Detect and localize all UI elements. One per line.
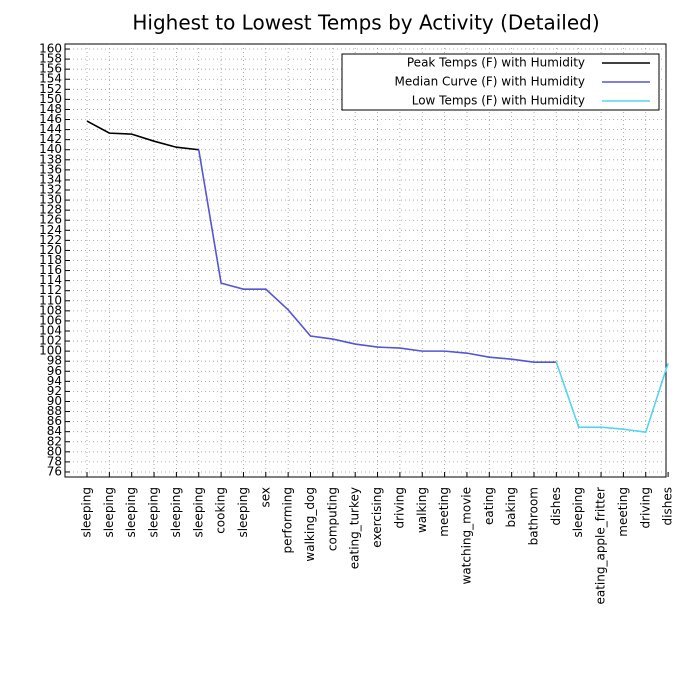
x-tick-label: cooking (214, 487, 228, 534)
y-tick-label: 76 (47, 464, 62, 478)
y-tick-label: 140 (39, 142, 62, 156)
x-tick-label: sleeping (191, 487, 205, 538)
x-tick-label: meeting (616, 487, 630, 537)
series-line (86, 120, 199, 151)
x-tick-label: exercising (370, 487, 384, 548)
x-tick-label: sex (258, 487, 272, 508)
y-tick-label: 112 (39, 283, 62, 297)
y-tick-label: 156 (39, 62, 62, 76)
y-tick-label: 116 (39, 263, 62, 277)
y-tick-label: 146 (39, 112, 62, 126)
x-tick-label: driving (392, 487, 406, 529)
y-tick-label: 142 (39, 132, 62, 146)
y-tick-label: 90 (47, 394, 62, 408)
y-tick-label: 152 (39, 82, 62, 96)
x-tick-label: sleeping (147, 487, 161, 538)
x-tick-label: dishes (661, 487, 675, 525)
x-tick-label: driving (638, 487, 652, 529)
y-tick-label: 108 (39, 303, 62, 317)
y-tick-label: 100 (39, 344, 62, 358)
y-tick-label: 78 (47, 454, 62, 468)
x-tick-label: sleeping (236, 487, 250, 538)
y-tick-label: 158 (39, 52, 62, 66)
series-line (197, 149, 557, 364)
y-tick-label: 82 (47, 434, 62, 448)
y-tick-label: 136 (39, 162, 62, 176)
x-tick-label: performing (281, 487, 295, 553)
x-tick-label: walking (415, 487, 429, 533)
y-tick-label: 120 (39, 243, 62, 257)
legend-label: Peak Temps (F) with Humidity (407, 56, 585, 70)
x-tick-label: computing (325, 487, 339, 551)
x-tick-label: sleeping (571, 487, 585, 538)
series-line (555, 361, 669, 434)
y-tick-label: 126 (39, 213, 62, 227)
x-tick-label: sleeping (169, 487, 183, 538)
x-tick-label: meeting (437, 487, 451, 537)
x-tick-label: sleeping (80, 487, 94, 538)
x-tick-label: watching_movie (459, 487, 473, 584)
x-tick-label: walking_dog (303, 487, 317, 562)
y-tick-label: 114 (39, 273, 62, 287)
x-tick-label: sleeping (124, 487, 138, 538)
y-tick-label: 80 (47, 444, 62, 458)
y-tick-label: 92 (47, 384, 62, 398)
y-tick-label: 124 (39, 223, 62, 237)
chart-title: Highest to Lowest Temps by Activity (Det… (132, 11, 599, 35)
y-tick-label: 94 (47, 374, 62, 388)
y-tick-label: 154 (39, 72, 62, 86)
y-tick-label: 144 (39, 122, 62, 136)
y-tick-label: 106 (39, 313, 62, 327)
legend-label: Low Temps (F) with Humidity (412, 94, 585, 108)
y-tick-label: 134 (39, 172, 62, 186)
x-tick-label: baking (504, 487, 518, 527)
y-tick-label: 118 (39, 253, 62, 267)
y-tick-label: 102 (39, 334, 62, 348)
y-tick-label: 132 (39, 183, 62, 197)
y-tick-label: 130 (39, 193, 62, 207)
x-tick-label: eating_apple_fritter (594, 487, 608, 605)
x-tick-label: eating (482, 487, 496, 525)
x-tick-label: eating_turkey (348, 487, 362, 569)
y-tick-label: 138 (39, 152, 62, 166)
y-tick-label: 110 (39, 293, 62, 307)
x-tick-label: dishes (549, 487, 563, 525)
y-tick-label: 150 (39, 92, 62, 106)
y-tick-label: 122 (39, 233, 62, 247)
y-tick-label: 84 (47, 424, 62, 438)
y-tick-label: 98 (47, 354, 62, 368)
legend-label: Median Curve (F) with Humidity (395, 75, 585, 89)
y-tick-label: 148 (39, 102, 62, 116)
y-tick-label: 160 (39, 42, 62, 56)
y-tick-label: 96 (47, 364, 62, 378)
y-tick-label: 104 (39, 323, 62, 337)
x-tick-label: sleeping (102, 487, 116, 538)
y-tick-label: 88 (47, 404, 62, 418)
y-tick-label: 86 (47, 414, 62, 428)
y-tick-label: 128 (39, 203, 62, 217)
x-tick-label: bathroom (527, 487, 541, 545)
